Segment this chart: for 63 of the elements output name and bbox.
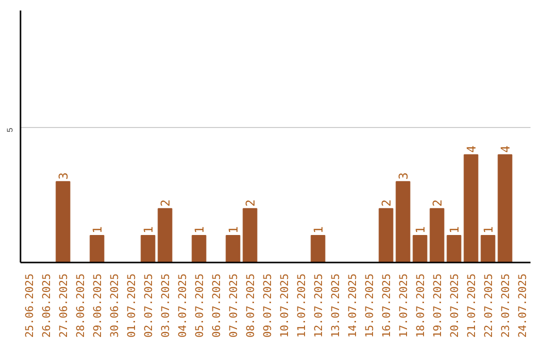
bar: [140, 235, 156, 262]
x-tick-label: 09.07.2025: [261, 274, 274, 338]
x-tick-label: 01.07.2025: [125, 274, 138, 338]
data-label: 1: [448, 226, 462, 234]
bar: [480, 235, 496, 262]
x-tick-label: 23.07.2025: [499, 274, 512, 338]
bar: [498, 154, 512, 262]
bar: [396, 181, 410, 262]
x-tick-label: 16.07.2025: [380, 274, 393, 338]
data-label: 1: [142, 226, 156, 234]
bar: [446, 235, 462, 262]
data-label: 2: [158, 199, 172, 207]
data-label: 1: [482, 226, 496, 234]
bar: [464, 154, 478, 262]
x-tick-label: 17.07.2025: [397, 274, 410, 338]
data-label: 1: [414, 226, 428, 234]
bar: [56, 181, 70, 262]
x-tick-label: 10.07.2025: [278, 274, 291, 338]
x-tick-label: 03.07.2025: [159, 274, 172, 338]
x-tick-label: 25.06.2025: [23, 274, 36, 338]
bar: [158, 208, 172, 262]
x-tick-label: 14.07.2025: [346, 274, 359, 338]
x-tick-label: 22.07.2025: [482, 274, 495, 338]
bar: [378, 208, 394, 262]
x-tick-label: 08.07.2025: [244, 274, 257, 338]
data-label: 2: [244, 199, 258, 207]
x-tick-label: 24.07.2025: [516, 274, 529, 338]
data-label: 4: [464, 145, 478, 153]
bar: [430, 208, 444, 262]
x-tick-label: 27.06.2025: [57, 274, 70, 338]
x-tick-label: 04.07.2025: [176, 274, 189, 338]
x-tick-label: 20.07.2025: [448, 274, 461, 338]
data-label: 1: [312, 226, 326, 234]
x-tick-label: 06.07.2025: [210, 274, 223, 338]
data-label: 4: [498, 145, 512, 153]
data-label: 2: [430, 199, 444, 207]
x-tick-label: 02.07.2025: [142, 274, 155, 338]
bar: [242, 208, 258, 262]
bar: [412, 235, 428, 262]
x-tick-label: 15.07.2025: [363, 274, 376, 338]
x-tick-label: 07.07.2025: [227, 274, 240, 338]
bar: [226, 235, 240, 262]
data-label: 1: [226, 226, 240, 234]
x-tick-label: 05.07.2025: [193, 274, 206, 338]
x-tick-label: 13.07.2025: [329, 274, 342, 338]
y-tick-label: 5: [6, 127, 14, 132]
bar: [310, 235, 326, 262]
x-tick-label: 30.06.2025: [108, 274, 121, 338]
bar: [192, 235, 206, 262]
data-label: 3: [56, 172, 70, 180]
x-tick-label: 19.07.2025: [431, 274, 444, 338]
x-tick-label: 28.06.2025: [74, 274, 87, 338]
data-label: 2: [380, 199, 394, 207]
x-tick-label: 29.06.2025: [91, 274, 104, 338]
data-label: 1: [90, 226, 104, 234]
data-label: 1: [192, 226, 206, 234]
x-tick-label: 21.07.2025: [465, 274, 478, 338]
x-tick-label: 26.06.2025: [40, 274, 53, 338]
data-label: 3: [396, 172, 410, 180]
x-tick-label: 11.07.2025: [295, 274, 308, 338]
bar: [90, 235, 104, 262]
x-tick-label: 18.07.2025: [414, 274, 427, 338]
x-tick-label: 12.07.2025: [312, 274, 325, 338]
